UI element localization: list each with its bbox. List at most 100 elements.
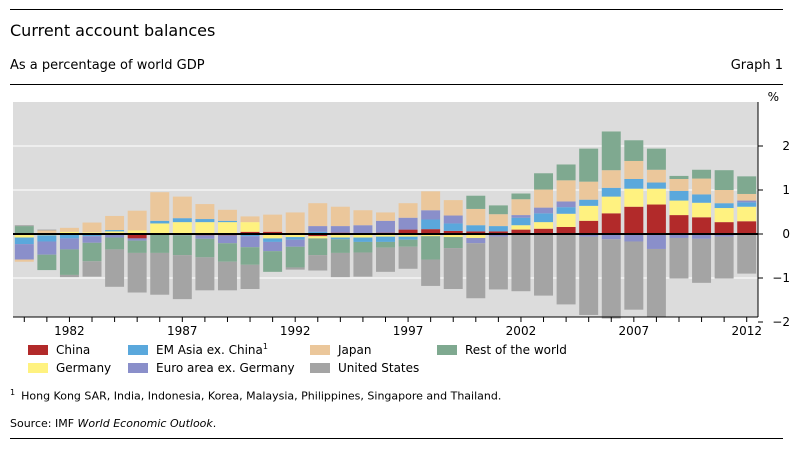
bar-segment [421, 191, 441, 211]
bar-segment [488, 214, 508, 227]
bar-segment [59, 274, 79, 278]
bar-segment [466, 208, 486, 226]
bar-segment [308, 236, 328, 239]
legend-item: Germany [28, 360, 111, 376]
bar-segment [82, 234, 102, 237]
bar-segment [353, 237, 373, 242]
x-tick-label: 1987 [167, 324, 198, 338]
bar-segment [579, 220, 599, 234]
bar-segment [579, 148, 599, 182]
bar-segment [646, 204, 666, 234]
legend-swatch [28, 363, 48, 373]
bar-segment [534, 228, 554, 234]
bar-segment [511, 225, 531, 230]
bar-segment [127, 230, 147, 234]
bar-segment [737, 193, 757, 201]
bar-segment [624, 188, 644, 207]
bar-segment [195, 204, 215, 220]
bar-segment [488, 205, 508, 215]
bar-segment [263, 238, 283, 242]
bar-segment [601, 234, 621, 240]
bar-segment [376, 212, 395, 221]
bar-segment [217, 222, 237, 234]
bar-segment [692, 234, 712, 239]
bar-segment [488, 231, 508, 234]
source-prefix: Source: IMF [10, 417, 78, 430]
bar-segment [511, 215, 531, 218]
y-tick-label: 0 [782, 227, 790, 241]
bar-segment [488, 234, 508, 237]
bar-segment [82, 242, 102, 262]
bar-segment [150, 192, 170, 221]
bar-segment [105, 249, 125, 287]
bar-segment [82, 236, 102, 243]
bar-segment [669, 175, 689, 179]
bar-segment [330, 252, 350, 278]
bar-segment [217, 243, 237, 262]
bar-segment [82, 222, 102, 233]
bar-segment [172, 218, 192, 223]
bar-segment [534, 222, 554, 229]
source-note: Source: IMF World Economic Outlook. [10, 417, 216, 430]
bar-segment [646, 148, 666, 170]
bar-segment [285, 267, 305, 270]
legend-label: Japan [338, 343, 372, 357]
legend-swatch [28, 345, 48, 355]
bar-segment [105, 234, 125, 238]
bar-segment [127, 238, 147, 241]
bar-segment [285, 237, 305, 240]
bar-segment [195, 238, 215, 258]
bar-segment [601, 170, 621, 188]
bar-segment [443, 215, 463, 224]
bar-segment [714, 203, 734, 209]
y-tick-label: 1 [782, 183, 790, 197]
bar-segment [534, 234, 554, 296]
legend-item: Japan [310, 342, 371, 358]
bar-segment [240, 234, 260, 237]
bar-segment [466, 243, 486, 299]
legend-label: China [56, 343, 91, 357]
legend-swatch [128, 345, 148, 355]
bar-segment [556, 164, 576, 181]
bar-segment [601, 131, 621, 171]
bar-segment [285, 246, 305, 268]
legend-item: China [28, 342, 90, 358]
bar-segment [421, 259, 441, 286]
legend-item: Rest of the world [437, 342, 567, 358]
bar-segment [692, 178, 712, 195]
bar-segment [714, 234, 734, 237]
bar-segment [217, 261, 237, 291]
legend-label: United States [338, 361, 420, 375]
y-unit-label: % [768, 90, 779, 104]
legend-label: Rest of the world [465, 343, 567, 357]
y-tick-label: 2 [782, 139, 790, 153]
x-tick-label: 2002 [506, 324, 537, 338]
legend-swatch [310, 363, 330, 373]
bar-segment [398, 234, 418, 237]
bar-segment [330, 237, 350, 240]
bar-segment [37, 230, 57, 234]
bar-segment [443, 237, 463, 249]
x-tick-label: 1997 [393, 324, 424, 338]
bar-segment [217, 209, 237, 221]
bar-segment [217, 235, 237, 244]
bar-segment [737, 221, 757, 234]
bar-segment [240, 247, 260, 265]
legend-item: Euro area ex. Germany [128, 360, 295, 376]
bar-segment [263, 231, 283, 234]
bar-segment [308, 234, 328, 237]
bar-segment [692, 169, 712, 179]
footnote: 1 Hong Kong SAR, India, Indonesia, Korea,… [10, 388, 501, 403]
bar-segment [14, 237, 34, 245]
bar-segment [263, 251, 283, 272]
bar-segment [37, 254, 57, 271]
bar-segment [263, 241, 283, 252]
bar-segment [240, 236, 260, 248]
bar-segment [195, 222, 215, 234]
bar-segment [398, 229, 418, 234]
bar-segment [376, 220, 395, 233]
bar-segment [601, 196, 621, 214]
bar-segment [285, 239, 305, 247]
bar-segment [59, 227, 79, 232]
bar-segment [692, 194, 712, 203]
